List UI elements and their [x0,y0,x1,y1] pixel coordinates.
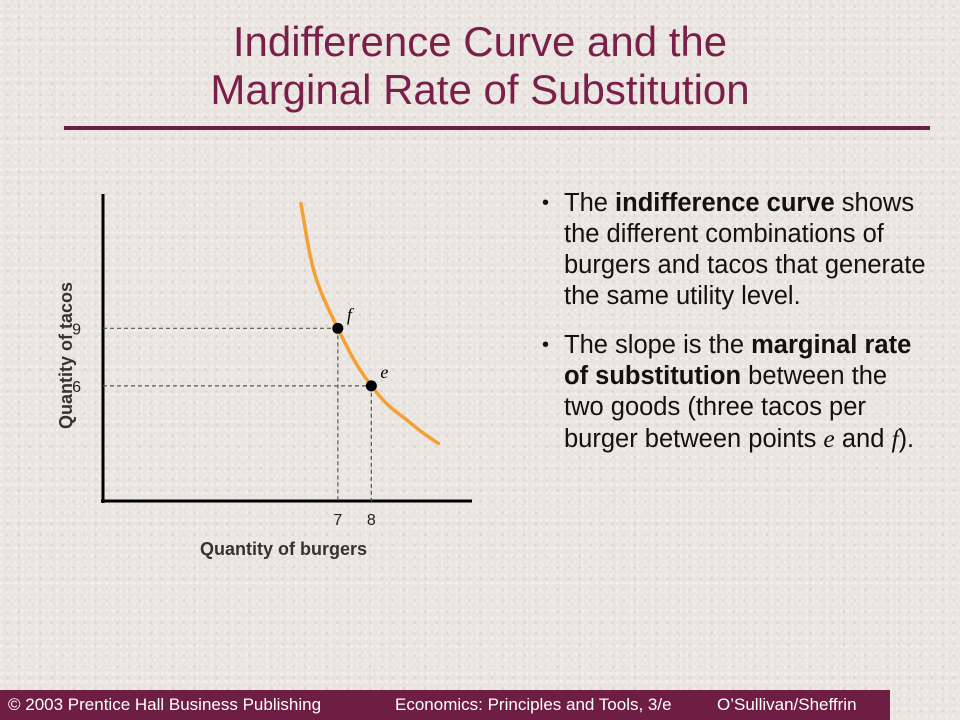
slide-title: Indifference Curve and the Marginal Rate… [0,18,960,114]
y-tick-label-9: 9 [72,321,81,338]
footer-book-title: Economics: Principles and Tools, 3/e [395,695,672,714]
point-e-label: e [380,362,388,382]
bullet-list: • The indifference curve shows the diffe… [538,188,928,473]
bullet-text: shows the different combinations of burg… [564,189,926,310]
bullet-item-indifference-curve: • The indifference curve shows the diffe… [538,188,928,312]
y-axis-label: Quantity of tacos [56,282,76,429]
bullet-bold-term: indifference curve [615,189,835,217]
point-f-ref: f [891,424,899,453]
title-line-2: Marginal Rate of Substitution [210,66,750,113]
point-e [365,380,377,392]
point-e-ref: e [823,424,835,453]
x-tick-label-7: 7 [333,512,342,529]
bullet-text: The slope is the [564,331,752,359]
bullet-item-mrs: • The slope is the marginal rate of subs… [538,330,928,455]
bullet-text: ). [898,425,915,453]
bullet-dot: • [542,334,550,356]
x-axis-label: Quantity of burgers [200,539,367,559]
indifference-curve-line [299,201,441,446]
bullet-dot: • [542,192,550,214]
bullet-bold-term: marginal rate of substitution [564,331,912,390]
y-tick-label-6: 6 [72,379,81,396]
point-f-label: f [347,304,355,324]
bullet-text: between the two goods (three tacos per b… [564,362,888,453]
indifference-curve-chart: f e 7 8 9 6 Quantity of burgers Quantity of tac… [56,194,472,559]
footer-authors: O’Sullivan/Sheffrin [717,695,857,714]
x-tick-label-8: 8 [367,512,376,529]
title-line-1: Indifference Curve and the [232,18,728,65]
title-divider [64,126,930,130]
bullet-text: The [564,189,616,217]
point-f [332,322,344,334]
footer-copyright: © 2003 Prentice Hall Business Publishing [8,695,322,714]
bullet-text: and [834,425,892,453]
footer-bar: © 2003 Prentice Hall Business Publishing… [0,690,890,720]
